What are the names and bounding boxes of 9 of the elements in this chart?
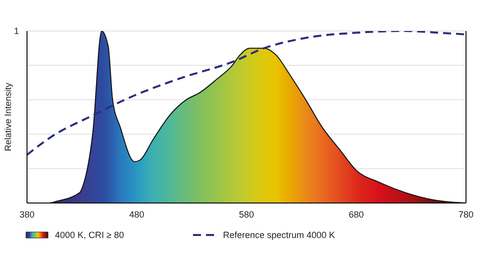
x-tick-label: 580 bbox=[238, 209, 254, 220]
x-tick-label: 680 bbox=[348, 209, 364, 220]
y-tick-label: 1 bbox=[14, 26, 19, 36]
x-tick-label: 480 bbox=[129, 209, 144, 220]
x-tick-label: 380 bbox=[19, 209, 35, 220]
legend-label: Reference spectrum 4000 K bbox=[223, 230, 336, 240]
y-axis-title: Relative Intensity bbox=[3, 82, 14, 152]
x-tick-label: 780 bbox=[458, 209, 474, 220]
legend-label: 4000 K, CRI ≥ 80 bbox=[55, 230, 124, 240]
